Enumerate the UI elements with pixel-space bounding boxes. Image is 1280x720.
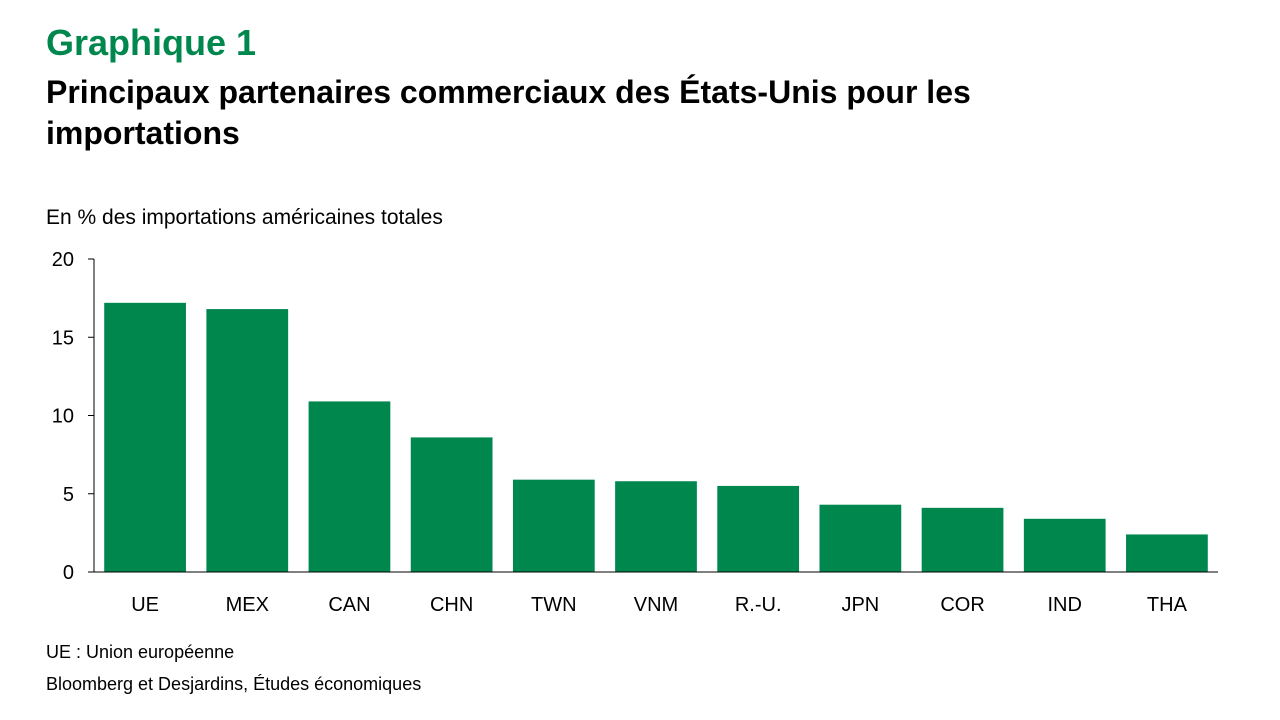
x-tick-label: CHN xyxy=(430,594,473,616)
bar-twn xyxy=(512,479,595,572)
chart-title: Principaux partenaires commerciaux des É… xyxy=(46,74,971,151)
bar-r-u xyxy=(717,485,800,572)
bar-jpn xyxy=(819,504,902,572)
bars-group xyxy=(104,302,1208,572)
bar-tha xyxy=(1126,534,1208,572)
x-tick-label: UE xyxy=(131,594,159,616)
bar-cor xyxy=(921,507,1004,572)
x-tick-label: VNM xyxy=(634,594,678,616)
x-tick-label: THA xyxy=(1147,594,1188,616)
y-tick-label: 5 xyxy=(63,484,74,506)
x-tick-label: R.-U. xyxy=(735,594,782,616)
y-axis: 0 5 10 15 20 xyxy=(52,249,95,584)
y-tick-label: 0 xyxy=(63,562,74,584)
x-tick-label: TWN xyxy=(531,594,577,616)
bar-vnm xyxy=(615,481,697,572)
x-tick-label: IND xyxy=(1048,594,1082,616)
y-axis-unit-label: En % des importations américaines totale… xyxy=(46,206,443,229)
x-tick-label: COR xyxy=(940,594,984,616)
source-note: Bloomberg et Desjardins, Études économiq… xyxy=(46,674,422,694)
footnote: UE : Union européenne xyxy=(46,642,235,662)
y-tick-label: 10 xyxy=(52,406,74,428)
x-tick-label: JPN xyxy=(841,594,879,616)
bar-ue xyxy=(104,302,186,572)
y-tick-label: 15 xyxy=(52,327,74,349)
chart-kicker: Graphique 1 xyxy=(46,22,257,63)
x-tick-label: CAN xyxy=(328,594,370,616)
bar-chart: 0 5 10 15 20 UE MEX CAN CHN TWN VNM R.-U. JPN COR IND… xyxy=(52,249,1218,616)
bar-mex xyxy=(206,309,289,572)
x-tick-label: MEX xyxy=(226,594,269,616)
x-axis: UE MEX CAN CHN TWN VNM R.-U. JPN COR IND THA xyxy=(94,571,1218,616)
bar-ind xyxy=(1023,518,1106,572)
y-tick-label: 20 xyxy=(52,249,74,271)
bar-can xyxy=(308,401,391,572)
bar-chn xyxy=(410,437,493,572)
